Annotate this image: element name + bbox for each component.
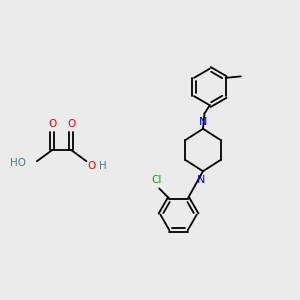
Text: N: N	[196, 175, 205, 185]
Text: HO: HO	[10, 158, 26, 168]
Text: O: O	[48, 119, 56, 129]
Text: O: O	[67, 119, 75, 129]
Text: Cl: Cl	[151, 175, 161, 185]
Text: O: O	[88, 160, 96, 171]
Text: H: H	[99, 160, 106, 171]
Text: N: N	[199, 117, 207, 127]
